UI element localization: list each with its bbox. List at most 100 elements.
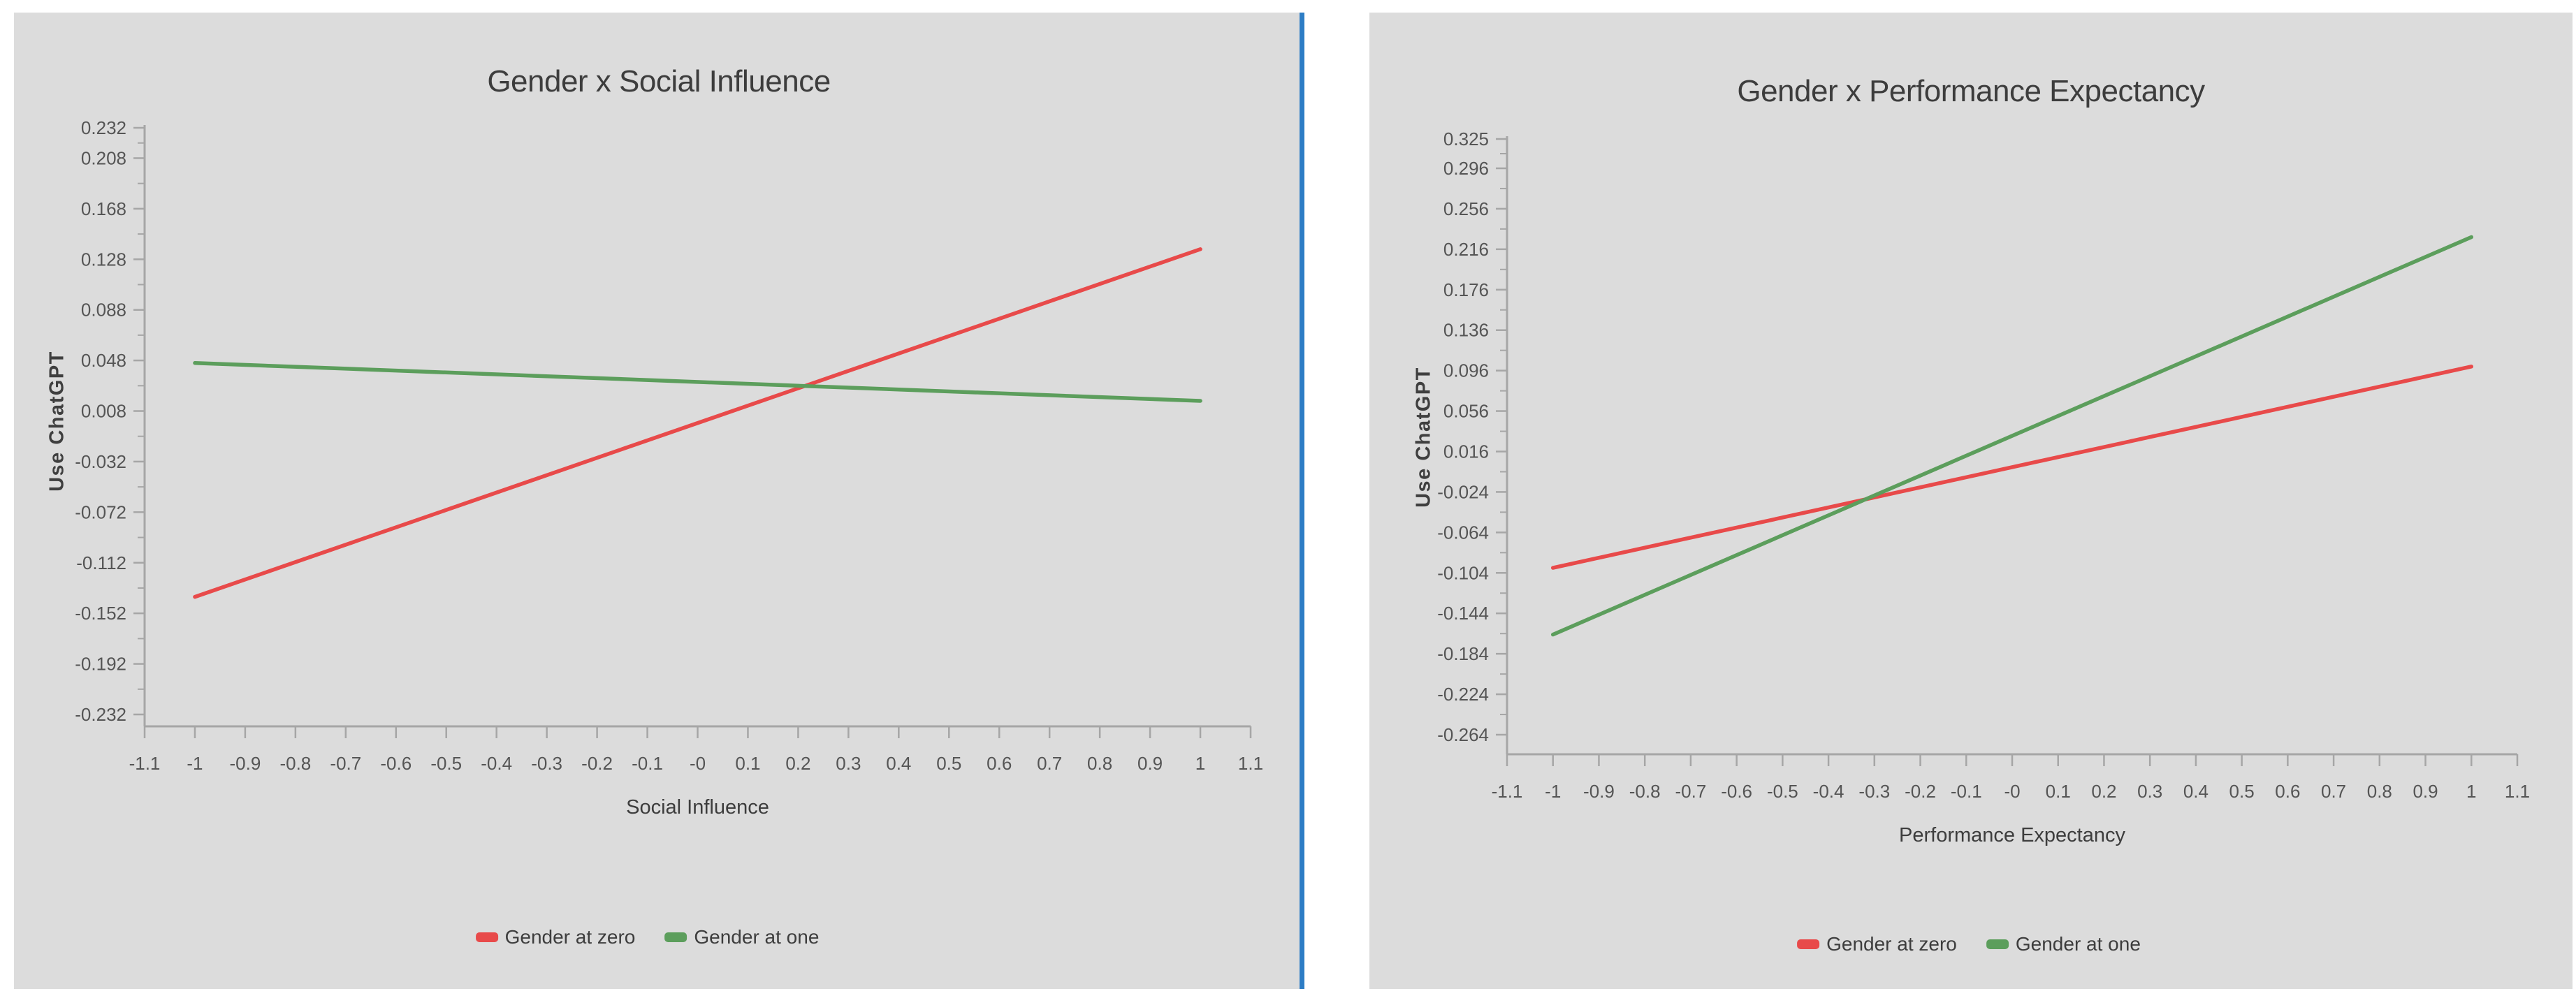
y-tick-label: -0.104 bbox=[1437, 562, 1489, 583]
x-tick-label: 1 bbox=[1195, 753, 1205, 774]
y-tick-label: -0.152 bbox=[75, 603, 126, 624]
x-tick-label: 0.6 bbox=[2275, 781, 2300, 802]
x-tick-label: -0.4 bbox=[1813, 781, 1844, 802]
y-axis-title: Use ChatGPT bbox=[1412, 366, 1435, 508]
x-tick-label: 1 bbox=[2466, 781, 2476, 802]
selection-divider-line bbox=[1300, 13, 1304, 989]
legend: Gender at zero Gender at one bbox=[475, 926, 819, 948]
legend-swatch-gender-at-zero bbox=[1797, 939, 1820, 949]
y-tick-label: -0.264 bbox=[1437, 724, 1489, 745]
x-tick-label: -0.5 bbox=[1767, 781, 1798, 802]
x-tick-label: -0.4 bbox=[481, 753, 512, 774]
x-tick-label: 1.1 bbox=[2505, 781, 2530, 802]
x-tick-label: -0.9 bbox=[1583, 781, 1615, 802]
series-line-gender-at-one bbox=[193, 360, 1202, 403]
y-tick-label: -0.032 bbox=[75, 451, 126, 472]
x-tick-label: 0.4 bbox=[2183, 781, 2208, 802]
x-tick-label: 0.6 bbox=[987, 753, 1012, 774]
y-tick-label: 0.325 bbox=[1443, 129, 1489, 149]
y-tick-label: 0.256 bbox=[1443, 198, 1489, 219]
y-axis-title: Use ChatGPT bbox=[45, 351, 68, 492]
legend-label: Gender at one bbox=[2015, 933, 2141, 955]
chart-title: Gender x Performance Expectancy bbox=[1737, 74, 2205, 108]
x-tick-label: -1 bbox=[187, 753, 203, 774]
legend-label: Gender at zero bbox=[504, 926, 636, 948]
x-tick-label: 0.3 bbox=[836, 753, 861, 774]
y-tick-label: 0.168 bbox=[81, 198, 126, 219]
y-tick-label: -0.232 bbox=[75, 704, 126, 725]
x-tick-label: 0.5 bbox=[2229, 781, 2255, 802]
x-tick-label: -0.1 bbox=[1951, 781, 1982, 802]
x-tick-label: -0.3 bbox=[1858, 781, 1890, 802]
series-line-gender-at-zero bbox=[193, 247, 1202, 599]
x-tick-label: 0.7 bbox=[1037, 753, 1062, 774]
x-tick-label: -0.7 bbox=[330, 753, 361, 774]
x-tick-label: 0.8 bbox=[1087, 753, 1112, 774]
legend-swatch-gender-at-one bbox=[1986, 939, 2009, 949]
legend-label: Gender at zero bbox=[1826, 933, 1957, 955]
x-tick-label: -0 bbox=[690, 753, 706, 774]
x-tick-label: -0.6 bbox=[380, 753, 412, 774]
x-tick-label: -0.9 bbox=[230, 753, 261, 774]
y-tick-label: -0.144 bbox=[1437, 603, 1489, 624]
x-tick-label: 0.2 bbox=[2091, 781, 2116, 802]
legend-swatch-gender-at-one bbox=[664, 932, 687, 942]
y-tick-label: 0.048 bbox=[81, 350, 126, 371]
y-tick-label: -0.072 bbox=[75, 501, 126, 522]
x-tick-label: 1.1 bbox=[1238, 753, 1263, 774]
y-tick-label: 0.232 bbox=[81, 117, 126, 138]
y-tick-label: -0.064 bbox=[1437, 522, 1489, 543]
y-tick-label: 0.128 bbox=[81, 249, 126, 270]
x-tick-label: 0.9 bbox=[1137, 753, 1163, 774]
chart-canvas-performance-expectancy: 0.325 0.296 0.256 0.216 0.176 0.136 0.096 0.056… bbox=[1437, 129, 2530, 802]
y-tick-label: 0.296 bbox=[1443, 158, 1489, 179]
x-tick-label: -1.1 bbox=[1492, 781, 1523, 802]
legend: Gender at zero Gender at one bbox=[1797, 933, 2141, 955]
x-tick-label: -0.5 bbox=[430, 753, 462, 774]
chart-title: Gender x Social Influence bbox=[487, 64, 831, 98]
x-tick-label: -1 bbox=[1545, 781, 1561, 802]
y-tick-label: -0.192 bbox=[75, 654, 126, 675]
legend-item-gender-at-one: Gender at one bbox=[664, 926, 819, 948]
x-tick-label: 0.4 bbox=[886, 753, 911, 774]
x-tick-label: -0.7 bbox=[1675, 781, 1707, 802]
x-tick-label: 0.3 bbox=[2137, 781, 2162, 802]
y-tick-label: -0.184 bbox=[1437, 643, 1489, 664]
x-tick-label: 0.7 bbox=[2321, 781, 2346, 802]
legend-label: Gender at one bbox=[694, 926, 820, 948]
x-tick-label: 0.5 bbox=[936, 753, 961, 774]
legend-item-gender-at-zero: Gender at zero bbox=[475, 926, 636, 948]
x-tick-label: 0.2 bbox=[785, 753, 810, 774]
y-tick-label: 0.096 bbox=[1443, 360, 1489, 381]
x-tick-label: -0.3 bbox=[531, 753, 562, 774]
legend-item-gender-at-zero: Gender at zero bbox=[1797, 933, 1957, 955]
y-tick-label: 0.216 bbox=[1443, 239, 1489, 260]
x-tick-label: 0.1 bbox=[735, 753, 760, 774]
legend-item-gender-at-one: Gender at one bbox=[1986, 933, 2141, 955]
y-tick-label: 0.008 bbox=[81, 401, 126, 422]
x-tick-label: -0.2 bbox=[1905, 781, 1936, 802]
y-tick-label: 0.088 bbox=[81, 300, 126, 321]
y-tick-label: -0.112 bbox=[76, 552, 126, 573]
x-tick-label: -0.8 bbox=[279, 753, 311, 774]
x-axis-title: Performance Expectancy bbox=[1899, 824, 2125, 846]
x-tick-label: 0.1 bbox=[2046, 781, 2071, 802]
x-tick-label: -0.6 bbox=[1721, 781, 1752, 802]
x-tick-label: 0.8 bbox=[2367, 781, 2392, 802]
chart-panel-social-influence: 0.232 0.208 0.168 0.128 0.088 0.048 0.008 -0.03… bbox=[14, 13, 1304, 989]
x-tick-label: 0.9 bbox=[2413, 781, 2438, 802]
chart-panel-performance-expectancy: 0.325 0.296 0.256 0.216 0.176 0.136 0.096 0.056… bbox=[1369, 13, 2573, 989]
y-tick-label: -0.224 bbox=[1437, 684, 1489, 705]
y-tick-label: 0.136 bbox=[1443, 320, 1489, 341]
y-tick-label: 0.056 bbox=[1443, 401, 1489, 422]
legend-swatch-gender-at-zero bbox=[475, 932, 498, 942]
chart-canvas-social-influence: 0.232 0.208 0.168 0.128 0.088 0.048 0.008 -0.03… bbox=[75, 117, 1263, 774]
y-tick-label: 0.176 bbox=[1443, 279, 1489, 300]
x-tick-label: -0.8 bbox=[1629, 781, 1661, 802]
x-tick-label: -0.2 bbox=[581, 753, 613, 774]
x-axis-title: Social Influence bbox=[626, 796, 769, 819]
x-tick-label: -0 bbox=[2004, 781, 2020, 802]
x-tick-label: -0.1 bbox=[632, 753, 663, 774]
x-tick-label: -1.1 bbox=[129, 753, 161, 774]
